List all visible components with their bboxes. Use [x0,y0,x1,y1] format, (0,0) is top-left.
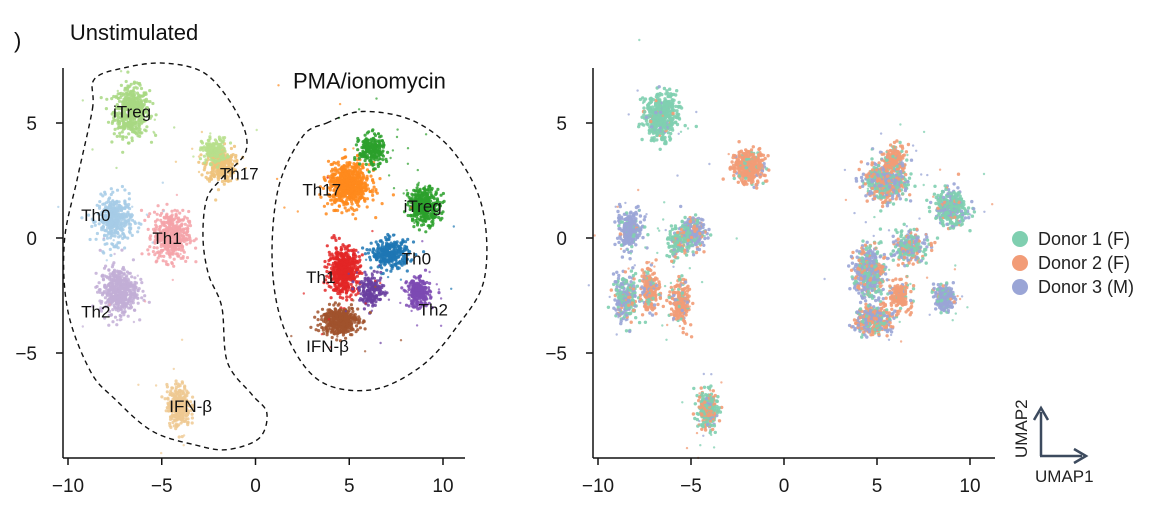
right-umap-panel: −10 −5 0 5 10 5 0 −5 [545,38,995,497]
donor-cluster-points [721,140,771,190]
cluster-points-th0 [361,232,426,276]
donor-cluster-points [691,384,724,435]
right-points-layer [587,38,994,460]
cluster-label: IFN-β [169,397,212,416]
x-tick-label: 0 [779,476,790,497]
legend-label: Donor 3 (M) [1038,277,1134,297]
cluster-label: Th1 [306,268,335,287]
umap1-arrowhead-icon [1073,447,1089,465]
donor-cluster-points [665,215,692,264]
cluster-label: Th17 [302,181,341,200]
umap-axes-indicator: UMAP2 UMAP1 [1012,399,1094,486]
cluster-label: IFN-β [306,337,349,356]
y-tick-label: −5 [15,344,37,365]
cluster-points-ifn- [309,301,373,343]
x-tick-label: 0 [250,476,261,497]
group-outline-pma-ionomycin [271,110,488,392]
left-y-ticks: 5 0 −5 [15,114,63,365]
cluster-points-th17 [318,148,395,221]
donor-cluster-points [637,85,698,151]
right-x-ticks: −10 −5 0 5 10 [582,458,981,497]
cluster-points-th17 [198,135,233,169]
donor-cluster-points [889,222,940,268]
umap2-arrowhead-icon [1032,405,1050,421]
group-label: Unstimulated [70,20,198,45]
left-points-layer [57,70,455,455]
y-tick-label: −5 [545,344,567,365]
legend-label: Donor 1 (F) [1038,229,1130,249]
cluster-points-ifn- [160,379,195,439]
donor-cluster-points [847,298,899,339]
y-tick-label: 5 [556,114,567,135]
legend-swatch [1012,255,1028,271]
donor-cluster-points [880,139,911,176]
left-group-outlines: Unstimulated PMA/ionomycin [62,20,488,451]
x-tick-label: 10 [432,476,453,497]
x-tick-label: 10 [959,476,980,497]
umap2-label: UMAP2 [1012,399,1031,458]
x-tick-label: −10 [52,476,84,497]
panel-letter: ) [14,28,21,53]
left-x-ticks: −10 −5 0 5 10 [52,458,454,497]
cluster-points-th2 [400,268,441,311]
cluster-label: Th0 [81,206,110,225]
cluster-points-itreg [99,70,158,154]
donor-cluster-points [613,202,650,261]
right-y-ticks: 5 0 −5 [545,114,593,365]
left-cluster-labels: iTreg Th17 Th0 Th1 Th2 IFN-β Th17 iTreg Th1 Th0 Th… [81,103,448,416]
legend-swatch [1012,279,1028,295]
cluster-label: Th2 [419,300,448,319]
x-tick-label: 5 [872,476,883,497]
legend-swatch [1012,231,1028,247]
donor-cluster-points [883,261,916,319]
cluster-label: Th17 [220,165,259,184]
cluster-points-th2 [91,248,151,327]
donor-cluster-points [637,258,665,325]
donor-cluster-points [665,274,695,339]
x-tick-label: 5 [344,476,355,497]
cluster-points-th2 [351,269,389,315]
y-tick-label: 5 [26,114,37,135]
donor-cluster-points [925,172,977,233]
cluster-points-itreg [402,183,446,234]
x-tick-label: −10 [582,476,614,497]
left-umap-panel: Unstimulated PMA/ionomycin iTreg Th17 Th0 Th… [15,20,488,497]
cluster-label: Th0 [402,250,431,269]
umap1-label: UMAP1 [1035,467,1094,486]
cluster-label: Th1 [152,229,181,248]
legend-label: Donor 2 (F) [1038,253,1130,273]
x-tick-label: −5 [151,476,173,497]
y-tick-label: 0 [556,229,567,250]
group-label: PMA/ionomycin [293,69,446,94]
stray-points [587,38,994,460]
cluster-points-th0 [80,184,143,257]
donor-cluster-points [606,255,648,334]
cluster-label: iTreg [113,103,151,122]
cluster-label: iTreg [404,197,442,216]
y-tick-label: 0 [26,229,37,250]
cluster-points-th1 [139,202,198,268]
group-outline-unstimulated [62,62,268,451]
donor-cluster-points [930,281,958,315]
donor-legend: Donor 1 (F) Donor 2 (F) Donor 3 (M) [1012,229,1134,297]
stray-points [57,70,455,455]
cluster-label: Th2 [81,303,110,322]
x-tick-label: −5 [680,476,702,497]
